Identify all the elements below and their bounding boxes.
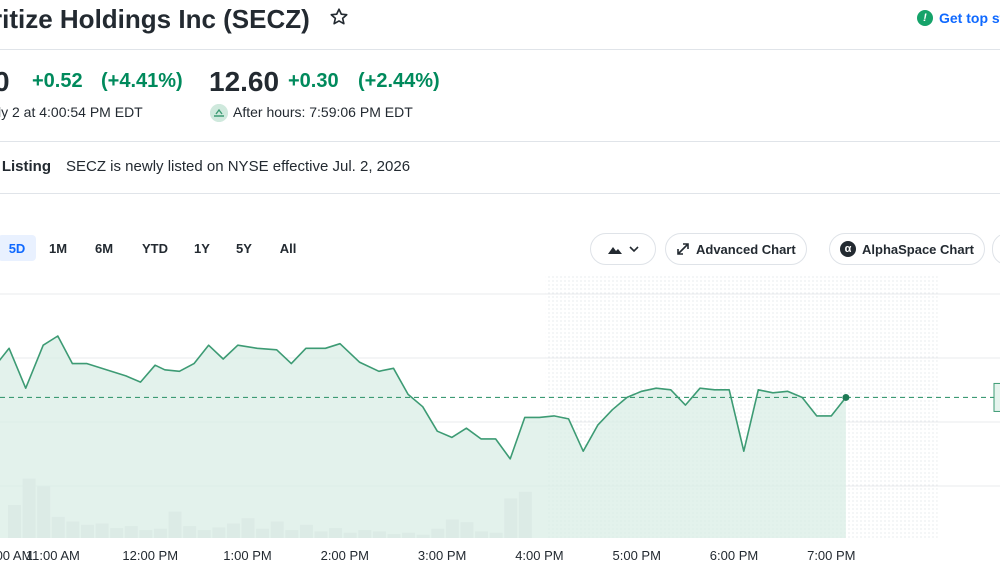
expand-icon [677, 243, 689, 255]
x-tick-label: 4:00 PM [515, 548, 563, 563]
alpha-icon: α [840, 241, 856, 257]
after-hours-change-pct: (+2.44%) [358, 70, 440, 92]
last-price-marker [842, 393, 850, 401]
tab-5y[interactable]: 5Y [236, 240, 252, 256]
x-tick-label: 7:00 PM [807, 548, 855, 563]
notice-text: SECZ is newly listed on NYSE effective J… [66, 158, 411, 175]
price-area [0, 336, 846, 538]
price-axis-tag [993, 382, 1000, 412]
tab-1y[interactable]: 1Y [194, 240, 210, 256]
price-line [0, 335, 847, 460]
mountain-icon [608, 247, 622, 254]
x-tick-label: 2:00 PM [321, 548, 369, 563]
quote-row: 0 +0.52 (+4.41%) ly 2 at 4:00:54 PM EDT … [0, 50, 1000, 142]
chevron-down-icon [629, 246, 639, 253]
x-tick-label: 6:00 PM [710, 548, 758, 563]
more-chart-button[interactable] [992, 233, 1000, 265]
x-tick-label: 3:00 PM [418, 548, 466, 563]
after-hours-change: +0.30 [288, 70, 339, 92]
tab-6m[interactable]: 6M [94, 240, 114, 256]
regular-price: 0 [0, 66, 10, 97]
company-name: ritize Holdings Inc (SECZ) [0, 4, 310, 34]
x-tick-label: 11:00 AM [26, 548, 80, 563]
x-tick-label: 5:00 PM [613, 548, 661, 563]
alphaspace-chart-label: AlphaSpace Chart [862, 241, 974, 257]
promo-link-label: Get top st [939, 10, 1000, 26]
title-row: ritize Holdings Inc (SECZ) ! Get top st [0, 0, 1000, 50]
x-tick-label: 12:00 PM [122, 548, 178, 563]
x-tick-label: 00 AM [0, 548, 32, 563]
after-hours-time: After hours: 7:59:06 PM EDT [233, 104, 413, 120]
star-icon[interactable] [328, 6, 350, 28]
advanced-chart-button[interactable]: Advanced Chart [665, 233, 807, 265]
x-tick-label: 1:00 PM [223, 548, 271, 563]
after-hours-price: 12.60 [209, 66, 280, 97]
regular-change: +0.52 [32, 70, 83, 92]
new-listing-notice: w Listing SECZ is newly listed on NYSE e… [0, 142, 1000, 194]
tab-all[interactable]: All [279, 240, 297, 256]
regular-change-pct: (+4.41%) [101, 70, 183, 92]
advanced-chart-label: Advanced Chart [696, 241, 796, 257]
tab-ytd[interactable]: YTD [142, 240, 168, 256]
moon-icon [210, 104, 228, 122]
promo-icon: ! [917, 10, 933, 26]
close-time: ly 2 at 4:00:54 PM EDT [0, 104, 143, 120]
chart-type-selector[interactable] [590, 233, 656, 265]
alphaspace-chart-button[interactable]: α AlphaSpace Chart [829, 233, 985, 265]
notice-label: w Listing [0, 158, 51, 175]
tab-1m[interactable]: 1M [48, 240, 68, 256]
tab-5d[interactable]: 5D [0, 235, 36, 261]
get-top-stocks-link[interactable]: ! Get top st [917, 10, 1000, 26]
